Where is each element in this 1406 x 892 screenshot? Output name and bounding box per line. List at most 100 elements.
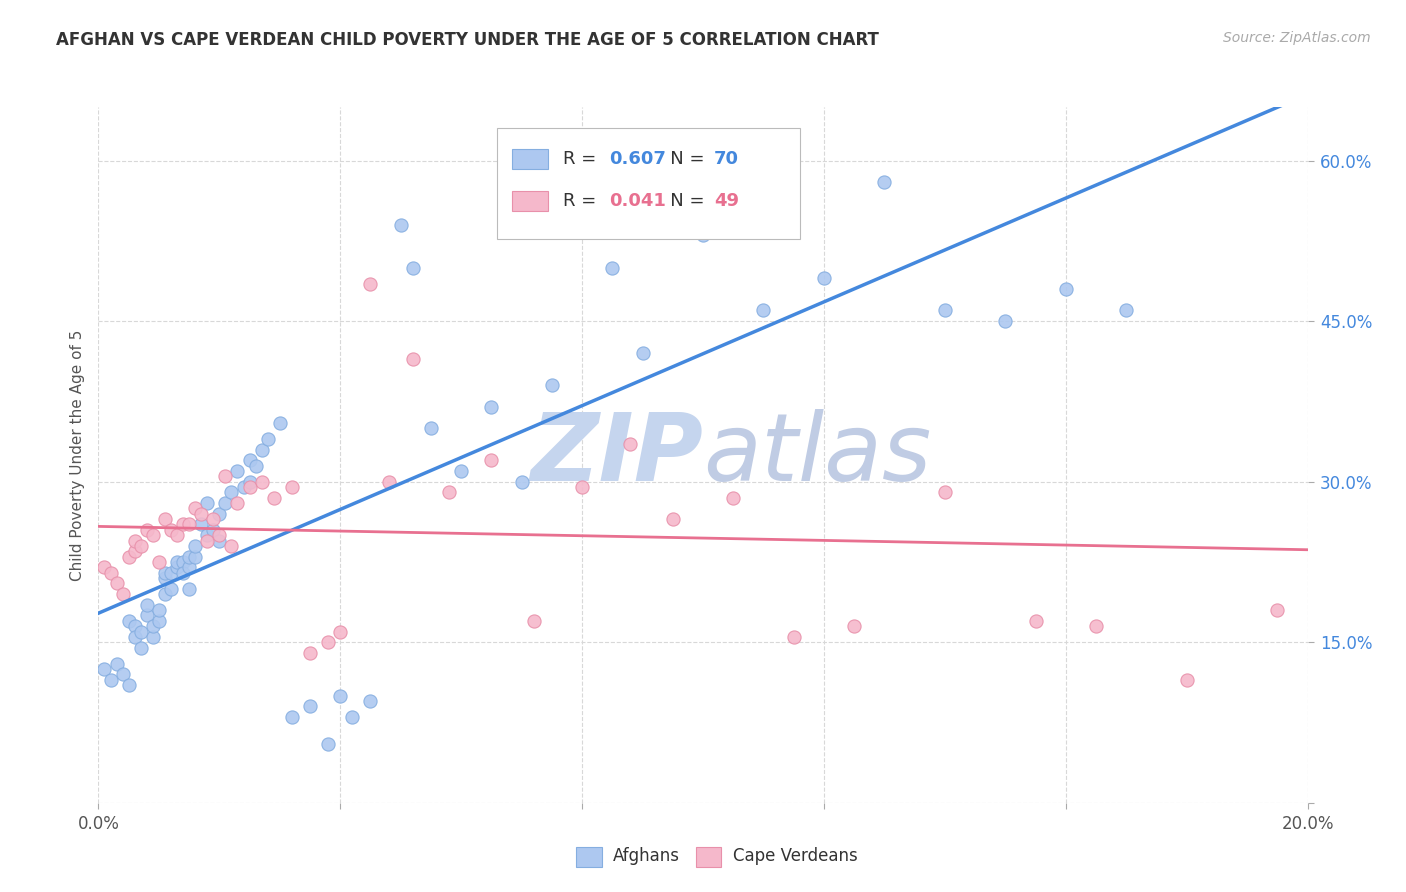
Point xyxy=(239,480,262,494)
Point xyxy=(437,485,460,500)
Point xyxy=(124,630,146,644)
FancyBboxPatch shape xyxy=(498,128,800,239)
FancyBboxPatch shape xyxy=(512,150,548,169)
Point xyxy=(1085,619,1108,633)
Text: 0.041: 0.041 xyxy=(609,192,665,210)
Text: atlas: atlas xyxy=(703,409,931,500)
Point xyxy=(389,218,412,232)
Point xyxy=(153,587,176,601)
Point xyxy=(124,544,146,558)
Point xyxy=(190,507,212,521)
Text: ZIP: ZIP xyxy=(530,409,703,501)
Point xyxy=(148,614,170,628)
Point xyxy=(214,496,236,510)
Point xyxy=(172,517,194,532)
Point xyxy=(221,485,243,500)
Text: R =: R = xyxy=(562,150,602,169)
Point xyxy=(160,566,183,580)
Point xyxy=(316,737,339,751)
Point xyxy=(329,624,352,639)
Point xyxy=(118,549,141,564)
Point xyxy=(232,480,254,494)
Point xyxy=(360,694,382,708)
Point xyxy=(226,496,249,510)
Point xyxy=(662,512,685,526)
Point xyxy=(179,560,201,574)
FancyBboxPatch shape xyxy=(512,191,548,211)
Point xyxy=(208,528,231,542)
Point xyxy=(93,560,115,574)
Point xyxy=(329,689,352,703)
Point xyxy=(129,539,152,553)
Point xyxy=(783,630,806,644)
Point xyxy=(179,582,201,596)
Point xyxy=(299,646,322,660)
Point xyxy=(481,453,503,467)
Point xyxy=(153,566,176,580)
Point xyxy=(195,496,218,510)
Point xyxy=(1115,303,1137,318)
Text: AFGHAN VS CAPE VERDEAN CHILD POVERTY UNDER THE AGE OF 5 CORRELATION CHART: AFGHAN VS CAPE VERDEAN CHILD POVERTY UND… xyxy=(56,31,879,49)
Point xyxy=(93,662,115,676)
Point xyxy=(723,491,745,505)
Point xyxy=(281,480,304,494)
Point xyxy=(166,528,188,542)
Point xyxy=(160,582,183,596)
Point xyxy=(571,480,593,494)
Point xyxy=(420,421,443,435)
Point xyxy=(994,314,1017,328)
Text: R =: R = xyxy=(562,192,602,210)
Point xyxy=(873,175,896,189)
Text: N =: N = xyxy=(654,150,710,169)
Point xyxy=(1267,603,1289,617)
Point xyxy=(100,566,122,580)
Point xyxy=(934,485,956,500)
Point xyxy=(148,603,170,617)
Point xyxy=(360,277,382,291)
Point xyxy=(202,523,225,537)
Point xyxy=(571,196,593,211)
Point xyxy=(129,640,152,655)
Point xyxy=(239,475,262,489)
Point xyxy=(1175,673,1198,687)
Point xyxy=(523,614,546,628)
Text: 49: 49 xyxy=(714,192,740,210)
Point xyxy=(214,469,236,483)
Point xyxy=(342,710,364,724)
Point xyxy=(111,587,134,601)
Text: 70: 70 xyxy=(714,150,740,169)
Point xyxy=(195,533,218,548)
Point xyxy=(250,475,273,489)
Point xyxy=(263,491,285,505)
Text: Source: ZipAtlas.com: Source: ZipAtlas.com xyxy=(1223,31,1371,45)
Point xyxy=(481,400,503,414)
Point xyxy=(692,228,714,243)
Point xyxy=(142,619,165,633)
Point xyxy=(202,512,225,526)
Point xyxy=(844,619,866,633)
Text: Afghans: Afghans xyxy=(613,847,681,865)
Point xyxy=(142,528,165,542)
Point xyxy=(135,598,157,612)
Point xyxy=(195,528,218,542)
Point xyxy=(239,453,262,467)
Point xyxy=(172,566,194,580)
Point xyxy=(1357,346,1379,360)
Point xyxy=(208,507,231,521)
Point xyxy=(377,475,399,489)
Point xyxy=(250,442,273,457)
Point xyxy=(1024,614,1046,628)
Y-axis label: Child Poverty Under the Age of 5: Child Poverty Under the Age of 5 xyxy=(69,329,84,581)
Point xyxy=(135,523,157,537)
Point xyxy=(166,560,188,574)
Point xyxy=(631,346,654,360)
Point xyxy=(602,260,624,275)
Point xyxy=(256,432,278,446)
Point xyxy=(281,710,304,724)
Point xyxy=(813,271,835,285)
Point xyxy=(934,303,956,318)
Point xyxy=(124,533,146,548)
Point xyxy=(510,475,533,489)
Point xyxy=(129,624,152,639)
Point xyxy=(105,657,128,671)
